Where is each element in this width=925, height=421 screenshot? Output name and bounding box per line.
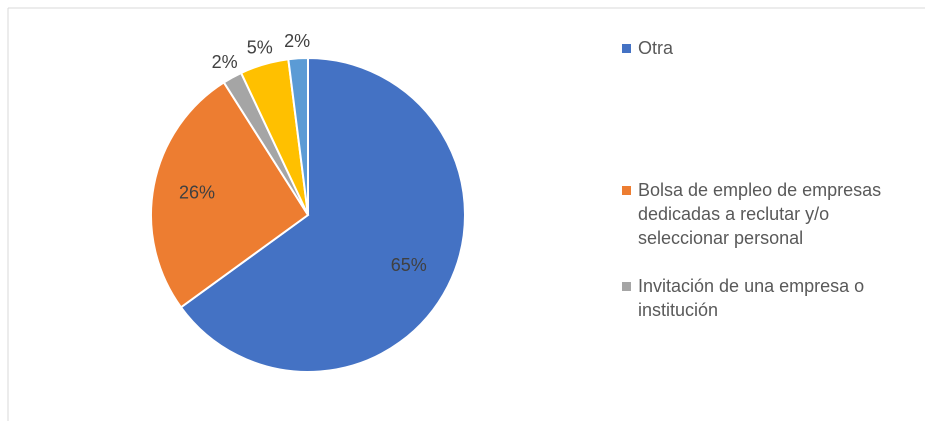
legend-entry: Otra: [622, 36, 912, 60]
legend-entry: Bolsa de empleo de empresas dedicadas a …: [622, 178, 912, 250]
legend-label: Invitación de una empresa o institución: [638, 276, 865, 320]
data-label: 2%: [284, 31, 310, 51]
pie-slice: [287, 56, 309, 216]
legend-label: Bolsa de empleo de empresas dedicadas a …: [638, 180, 882, 248]
data-label: 26%: [179, 183, 215, 203]
legend-swatch: [622, 282, 631, 291]
pie-slice: [179, 56, 466, 373]
legend-entry: Invitación de una empresa o institución: [622, 274, 912, 322]
pie-slice: [150, 81, 310, 309]
legend-label: Otra: [638, 38, 674, 58]
legend-swatch: [622, 44, 631, 53]
data-label: 65%: [391, 255, 427, 275]
legend-swatch: [622, 186, 631, 195]
data-label: 5%: [247, 38, 273, 58]
data-label: 2%: [212, 52, 238, 72]
